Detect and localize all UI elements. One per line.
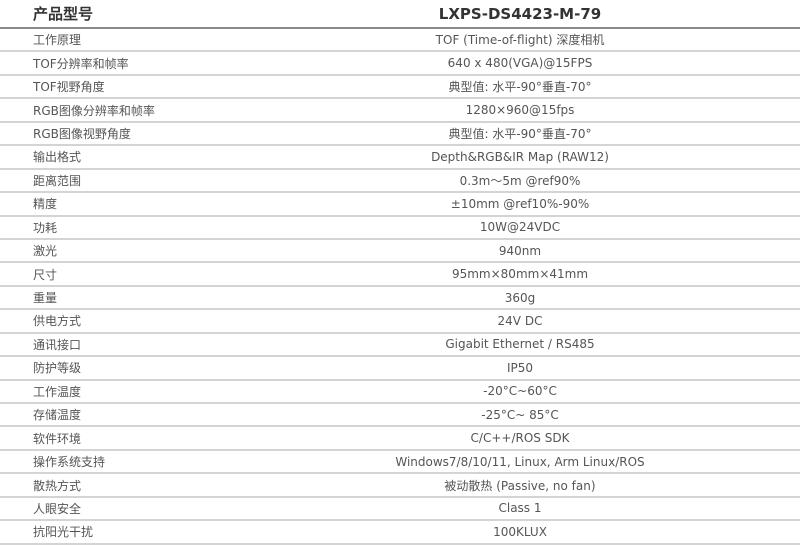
table-row: 散热方式 被动散热 (Passive, no fan) [0, 474, 800, 498]
table-body: 工作原理 TOF (Time-of-flight) 深度相机 TOF分辨率和帧率 64… [0, 29, 800, 545]
spec-value: -25°C~ 85°C [481, 407, 559, 422]
spec-value: C/C++/ROS SDK [470, 431, 570, 446]
spec-label: 距离范围 [33, 173, 82, 188]
spec-label: TOF视野角度 [33, 80, 105, 95]
spec-label: TOF分辨率和帧率 [33, 56, 129, 71]
spec-label: 工作温度 [33, 384, 82, 399]
spec-value: TOF (Time-of-flight) 深度相机 [435, 33, 605, 48]
spec-value: Windows7/8/10/11, Linux, Arm Linux/ROS [395, 454, 645, 469]
table-row: 重量 360g [0, 287, 800, 311]
spec-value: 360g [504, 290, 536, 305]
spec-value: 100KLUX [493, 524, 547, 539]
header-value: LXPS-DS4423-M-79 [438, 4, 602, 23]
spec-label: 散热方式 [33, 478, 82, 493]
spec-value: 10W@24VDC [479, 220, 561, 235]
table-row: 距离范围 0.3m～5m @ref90% [0, 170, 800, 194]
spec-label: 功耗 [33, 220, 58, 235]
table-row: TOF分辨率和帧率 640 x 480(VGA)@15FPS [0, 52, 800, 76]
table-row: 工作原理 TOF (Time-of-flight) 深度相机 [0, 29, 800, 53]
table-row: 软件环境 C/C++/ROS SDK [0, 427, 800, 451]
spec-label: RGB图像视野角度 [33, 126, 131, 141]
spec-value: 典型值: 水平-90°垂直-70° [448, 80, 592, 95]
spec-value: Depth&RGB&IR Map (RAW12) [431, 149, 609, 164]
table-row: 功耗 10W@24VDC [0, 217, 800, 240]
table-row: RGB图像分辨率和帧率 1280×960@15fps [0, 99, 800, 123]
spec-value: IP50 [506, 360, 534, 375]
spec-label: 激光 [33, 244, 58, 259]
table-row: 尺寸 95mm×80mm×41mm [0, 263, 800, 287]
spec-value: Class 1 [498, 501, 542, 516]
spec-value: 0.3m～5m @ref90% [459, 173, 581, 188]
spec-label: 防护等级 [33, 361, 82, 376]
table-row: 精度 ±10mm @ref10%-90% [0, 193, 800, 217]
spec-label: 人眼安全 [33, 501, 82, 516]
spec-label: 存储温度 [33, 408, 82, 423]
spec-value: 95mm×80mm×41mm [451, 267, 589, 282]
table-row: 激光 940nm [0, 240, 800, 264]
spec-label: 工作原理 [33, 33, 82, 48]
spec-label: 抗阳光干扰 [33, 525, 94, 540]
spec-value: 典型值: 水平-90°垂直-70° [448, 126, 592, 141]
spec-value: 940nm [498, 243, 542, 258]
spec-value: -20°C~60°C [483, 384, 557, 399]
spec-label: 尺寸 [33, 267, 58, 282]
table-row: 操作系统支持 Windows7/8/10/11, Linux, Arm Linux… [0, 451, 800, 475]
table-row: 供电方式 24V DC [0, 310, 800, 334]
spec-label: 供电方式 [33, 314, 82, 329]
spec-label: 软件环境 [33, 431, 82, 446]
table-row: 抗阳光干扰 100KLUX [0, 521, 800, 545]
spec-value: Gigabit Ethernet / RS485 [445, 337, 595, 352]
spec-value: 640 x 480(VGA)@15FPS [447, 56, 593, 71]
spec-label: 通讯接口 [33, 337, 82, 352]
spec-value: 被动散热 (Passive, no fan) [444, 478, 596, 493]
spec-label: 操作系统支持 [33, 455, 106, 470]
spec-value: 1280×960@15fps [465, 103, 575, 118]
table-row: 存储温度 -25°C~ 85°C [0, 404, 800, 428]
table-row: 通讯接口 Gigabit Ethernet / RS485 [0, 334, 800, 358]
table-header: 产品型号 LXPS-DS4423-M-79 [0, 0, 800, 29]
table-row: 人眼安全 Class 1 [0, 498, 800, 522]
spec-label: 精度 [33, 197, 58, 212]
table-row: TOF视野角度 典型值: 水平-90°垂直-70° [0, 76, 800, 100]
spec-value: ±10mm @ref10%-90% [450, 196, 590, 211]
table-row: 输出格式 Depth&RGB&IR Map (RAW12) [0, 146, 800, 170]
spec-value: 24V DC [497, 313, 543, 328]
table-row: 防护等级 IP50 [0, 357, 800, 381]
spec-label: 重量 [33, 291, 58, 306]
spec-label: RGB图像分辨率和帧率 [33, 103, 155, 118]
table-row: 工作温度 -20°C~60°C [0, 381, 800, 404]
spec-label: 输出格式 [33, 150, 82, 165]
header-label: 产品型号 [33, 5, 94, 23]
table-row: RGB图像视野角度 典型值: 水平-90°垂直-70° [0, 123, 800, 147]
